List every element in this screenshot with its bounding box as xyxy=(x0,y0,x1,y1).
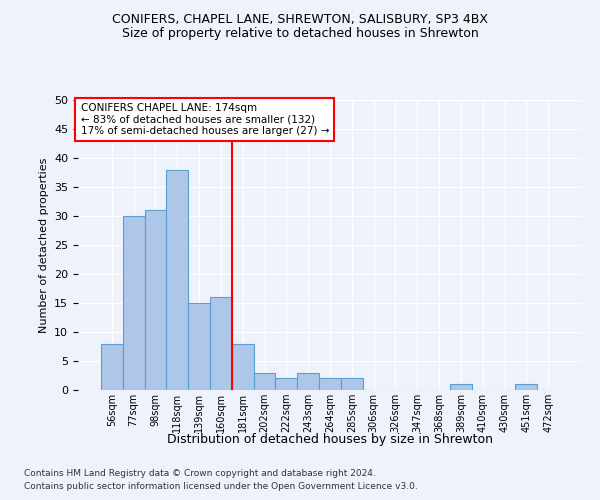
Text: Size of property relative to detached houses in Shrewton: Size of property relative to detached ho… xyxy=(122,28,478,40)
Bar xyxy=(515,384,537,390)
Bar xyxy=(450,384,472,390)
Bar xyxy=(188,303,210,390)
Text: Contains HM Land Registry data © Crown copyright and database right 2024.: Contains HM Land Registry data © Crown c… xyxy=(24,468,376,477)
Bar xyxy=(166,170,188,390)
Bar xyxy=(297,372,319,390)
Bar xyxy=(275,378,297,390)
Bar xyxy=(341,378,363,390)
Text: Contains public sector information licensed under the Open Government Licence v3: Contains public sector information licen… xyxy=(24,482,418,491)
Y-axis label: Number of detached properties: Number of detached properties xyxy=(38,158,49,332)
Bar xyxy=(232,344,254,390)
Bar xyxy=(123,216,145,390)
Bar xyxy=(210,297,232,390)
Text: CONIFERS CHAPEL LANE: 174sqm
← 83% of detached houses are smaller (132)
17% of s: CONIFERS CHAPEL LANE: 174sqm ← 83% of de… xyxy=(80,103,329,136)
Text: CONIFERS, CHAPEL LANE, SHREWTON, SALISBURY, SP3 4BX: CONIFERS, CHAPEL LANE, SHREWTON, SALISBU… xyxy=(112,12,488,26)
Text: Distribution of detached houses by size in Shrewton: Distribution of detached houses by size … xyxy=(167,432,493,446)
Bar xyxy=(145,210,166,390)
Bar xyxy=(254,372,275,390)
Bar xyxy=(101,344,123,390)
Bar xyxy=(319,378,341,390)
